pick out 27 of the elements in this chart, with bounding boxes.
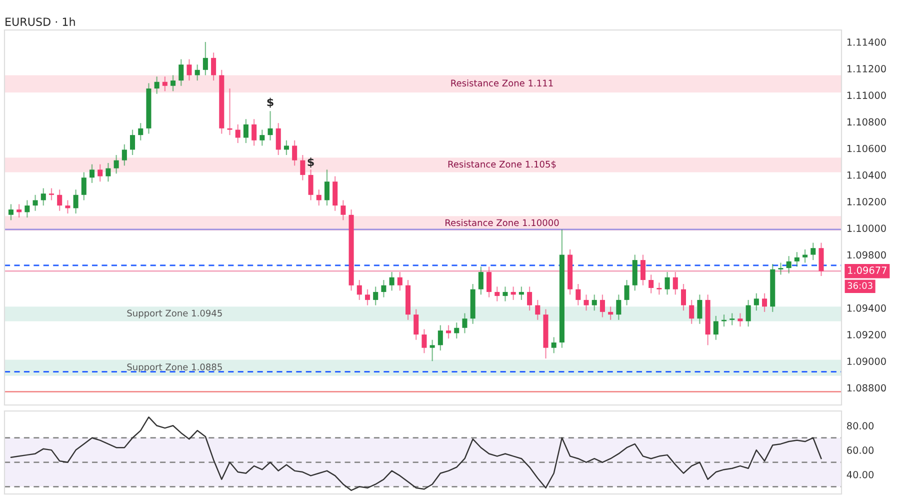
y-tick-label: 1.09000 (847, 358, 886, 365)
y-tick-label: 1.11200 (847, 65, 886, 72)
y-tick-label: 1.10800 (847, 118, 886, 126)
y-tick-label: 60.00 (847, 446, 874, 454)
text: 36:03 (848, 282, 872, 289)
band-label: Resistance Zone 1.111 (451, 79, 553, 86)
y-tick-label: 1.11000 (847, 92, 886, 99)
y-tick-label: 1.10000 (847, 224, 886, 232)
y-tick-label: 1.10600 (847, 144, 886, 152)
line-series (10, 416, 822, 491)
y-tick-label: 40.00 (846, 470, 874, 478)
y-tick-label: 1.09800 (847, 251, 886, 259)
y-tick-label: 1.10400 (847, 171, 886, 179)
band-label: Support Zone 1.0945 (127, 310, 222, 318)
annotation: $ (308, 158, 314, 168)
y-tick-label: 1.11400 (847, 38, 886, 46)
ref-line-label: 1.09677 (848, 266, 886, 274)
chart-title: EURUSD · 1h (6, 17, 75, 26)
y-tick-label: 1.08800 (847, 384, 886, 392)
band-label: Support Zone 1.0885 (127, 364, 222, 372)
y-tick-label: 80.00 (847, 422, 874, 430)
y-tick-label: 1.09200 (847, 331, 886, 338)
y-tick-label: 1.09400 (847, 304, 886, 312)
band-label: Resistance Zone 1.105$ (448, 160, 556, 169)
y-tick-label: 1.10200 (847, 198, 886, 206)
annotation: $ (267, 98, 274, 108)
band-label: Resistance Zone 1.10000 (446, 219, 559, 226)
